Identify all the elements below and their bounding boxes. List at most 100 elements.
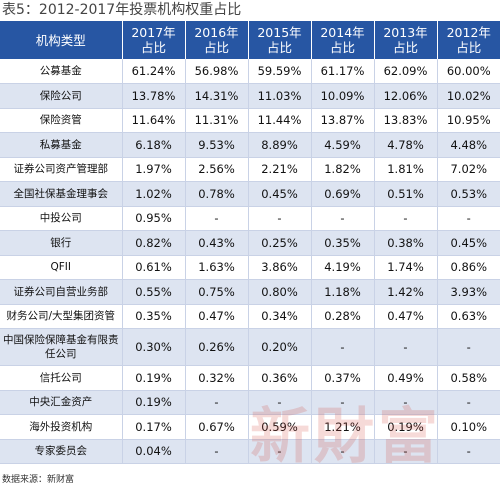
- table-cell: 1.02%: [122, 181, 186, 207]
- row-label: 中投公司: [0, 206, 123, 231]
- table-cell: -: [374, 328, 438, 366]
- table-row: 海外投资机构 0.17% 0.67% 0.59% 1.21% 0.19% 0.10%: [0, 414, 500, 440]
- table-cell: 0.69%: [311, 181, 375, 207]
- table-cell: 11.31%: [185, 108, 249, 133]
- table-cell: 1.97%: [122, 157, 186, 182]
- table-cell: -: [311, 439, 375, 464]
- table-row: 中央汇金资产 0.19% - - - - -: [0, 390, 500, 415]
- table-cell: 4.78%: [374, 132, 438, 158]
- table-row: 中国保险保障基金有限责任公司 0.30% 0.26% 0.20% - - -: [0, 328, 500, 366]
- table-cell: 12.06%: [374, 83, 438, 109]
- table-cell: 1.18%: [311, 279, 375, 305]
- table-cell: 0.45%: [248, 181, 312, 207]
- table-cell: -: [311, 206, 375, 231]
- table-cell: 0.61%: [122, 255, 186, 280]
- row-label: 中央汇金资产: [0, 390, 123, 415]
- table-cell: -: [437, 390, 500, 415]
- table-cell: 8.89%: [248, 132, 312, 158]
- table-cell: -: [248, 206, 312, 231]
- table-cell: 0.35%: [311, 230, 375, 256]
- table-row: 银行 0.82% 0.43% 0.25% 0.35% 0.38% 0.45%: [0, 230, 500, 256]
- row-label: 证券公司自营业务部: [0, 279, 123, 305]
- table-cell: 10.09%: [311, 83, 375, 109]
- table-cell: 0.28%: [311, 304, 375, 329]
- table-cell: 14.31%: [185, 83, 249, 109]
- table-row: 中投公司 0.95% - - - - -: [0, 206, 500, 231]
- table-cell: 3.86%: [248, 255, 312, 280]
- table-cell: 1.21%: [311, 414, 375, 440]
- table-cell: 0.20%: [248, 328, 312, 366]
- table-cell: 0.25%: [248, 230, 312, 256]
- header-row: 机构类型 2017年 占比 2016年 占比 2015年 占比 2014年 占比 201…: [0, 21, 500, 59]
- table-cell: 9.53%: [185, 132, 249, 158]
- table-cell: -: [185, 439, 249, 464]
- table-row: 财务公司/大型集团资管 0.35% 0.47% 0.34% 0.28% 0.47% 0.63…: [0, 304, 500, 329]
- row-label: 银行: [0, 230, 123, 256]
- table-cell: 60.00%: [437, 59, 500, 84]
- table-cell: -: [437, 328, 500, 366]
- table-cell: 0.30%: [122, 328, 186, 366]
- table-cell: 0.55%: [122, 279, 186, 305]
- table-row: 信托公司 0.19% 0.32% 0.36% 0.37% 0.49% 0.58%: [0, 365, 500, 391]
- table-cell: 0.80%: [248, 279, 312, 305]
- table-cell: 0.59%: [248, 414, 312, 440]
- table-cell: 0.36%: [248, 365, 312, 391]
- table-cell: -: [185, 206, 249, 231]
- table-cell: 56.98%: [185, 59, 249, 84]
- table-cell: 0.10%: [437, 414, 500, 440]
- table-row: QFII 0.61% 1.63% 3.86% 4.19% 1.74% 0.86%: [0, 255, 500, 280]
- table-cell: 0.67%: [185, 414, 249, 440]
- table-cell: -: [437, 206, 500, 231]
- header-year: 2013年 占比: [374, 21, 438, 59]
- row-label: 证券公司资产管理部: [0, 157, 123, 182]
- table-cell: 62.09%: [374, 59, 438, 84]
- table-cell: -: [437, 439, 500, 464]
- table-cell: 0.51%: [374, 181, 438, 207]
- table-cell: 0.04%: [122, 439, 186, 464]
- table-cell: 0.78%: [185, 181, 249, 207]
- table-cell: 0.49%: [374, 365, 438, 391]
- table-cell: 1.63%: [185, 255, 249, 280]
- table-cell: 0.45%: [437, 230, 500, 256]
- table-cell: 61.17%: [311, 59, 375, 84]
- table-body: 公募基金 61.24% 56.98% 59.59% 61.17% 62.09% 60.00%…: [0, 59, 500, 464]
- table-cell: 1.82%: [311, 157, 375, 182]
- table-cell: 0.63%: [437, 304, 500, 329]
- table-cell: 0.34%: [248, 304, 312, 329]
- table-cell: -: [185, 390, 249, 415]
- header-year: 2016年 占比: [185, 21, 249, 59]
- table-row: 私募基金 6.18% 9.53% 8.89% 4.59% 4.78% 4.48%: [0, 132, 500, 158]
- header-year: 2017年 占比: [122, 21, 186, 59]
- row-label: 私募基金: [0, 132, 123, 158]
- table-row: 公募基金 61.24% 56.98% 59.59% 61.17% 62.09% 60.00%: [0, 59, 500, 84]
- table-cell: 0.58%: [437, 365, 500, 391]
- table-cell: 0.43%: [185, 230, 249, 256]
- table-cell: 11.44%: [248, 108, 312, 133]
- table-cell: -: [374, 206, 438, 231]
- row-label: 公募基金: [0, 59, 123, 84]
- table-cell: 0.26%: [185, 328, 249, 366]
- table-cell: 1.42%: [374, 279, 438, 305]
- table-cell: 11.03%: [248, 83, 312, 109]
- table-row: 证券公司自营业务部 0.55% 0.75% 0.80% 1.18% 1.42% 3.93%: [0, 279, 500, 305]
- table-cell: 10.95%: [437, 108, 500, 133]
- row-label: 专家委员会: [0, 439, 123, 464]
- table-cell: 2.56%: [185, 157, 249, 182]
- table-row: 保险公司 13.78% 14.31% 11.03% 10.09% 12.06% 10.02%: [0, 83, 500, 109]
- table-cell: -: [311, 390, 375, 415]
- data-source-note: 数据来源：新财富: [2, 475, 75, 485]
- table-cell: -: [248, 439, 312, 464]
- table-cell: 0.19%: [122, 390, 186, 415]
- table-row: 保险资管 11.64% 11.31% 11.44% 13.87% 13.83% 10.95%: [0, 108, 500, 133]
- table-cell: 59.59%: [248, 59, 312, 84]
- table-cell: 1.81%: [374, 157, 438, 182]
- header-category: 机构类型: [0, 21, 123, 59]
- table-cell: 0.95%: [122, 206, 186, 231]
- table-cell: 0.37%: [311, 365, 375, 391]
- table-cell: 0.38%: [374, 230, 438, 256]
- table-cell: 0.82%: [122, 230, 186, 256]
- table-cell: 4.59%: [311, 132, 375, 158]
- table-cell: 1.74%: [374, 255, 438, 280]
- table-cell: 2.21%: [248, 157, 312, 182]
- table-cell: 4.19%: [311, 255, 375, 280]
